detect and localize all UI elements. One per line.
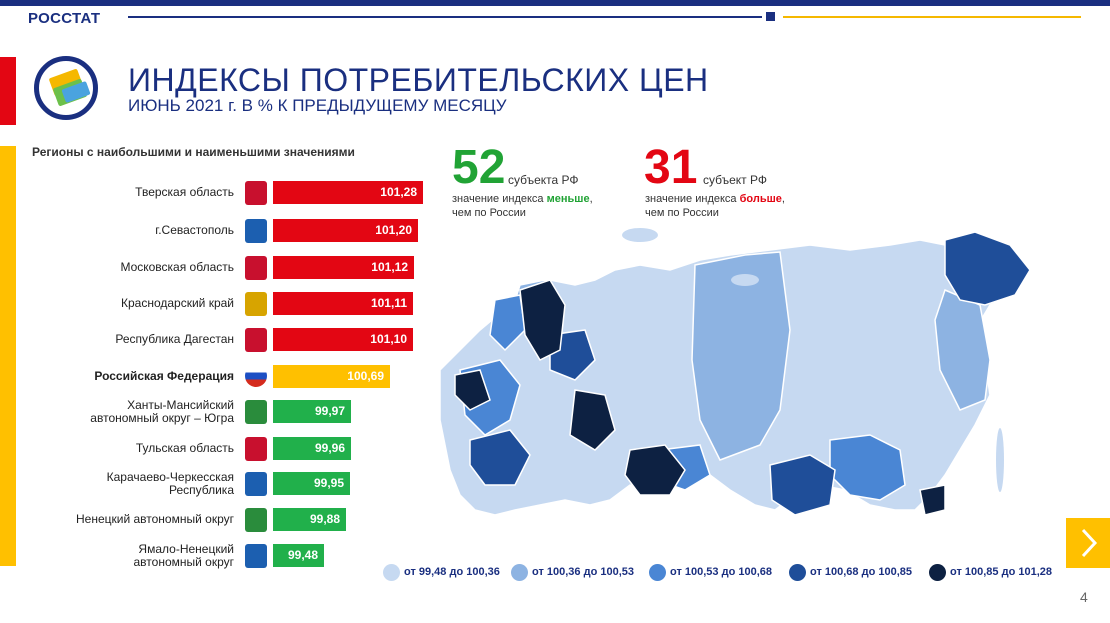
bar-label: Карачаево-Черкесская Республика — [14, 471, 234, 497]
region-emblem-icon — [245, 437, 267, 461]
region-emblem-icon — [245, 219, 267, 243]
legend-label: от 99,48 до 100,36 — [404, 566, 500, 578]
bar-value: 101,10 — [273, 328, 413, 351]
legend-item: от 100,85 до 101,28 — [929, 563, 1052, 581]
bar-value: 99,48 — [273, 544, 324, 567]
region-emblem-icon — [245, 181, 267, 205]
bar-label: Ненецкий автономный округ — [14, 513, 234, 526]
region-emblem-icon — [245, 544, 267, 568]
bar-label: Краснодарский край — [14, 297, 234, 310]
map-region-darkest — [624, 444, 686, 496]
bar-label-line: Российская Федерация — [94, 369, 234, 383]
next-slide-button[interactable] — [1066, 518, 1110, 568]
map-island — [731, 274, 759, 286]
bar-value: 100,69 — [273, 365, 390, 388]
bar-value: 101,11 — [273, 292, 413, 315]
map-region-medium-light — [934, 288, 991, 411]
map-region-dark — [469, 429, 531, 486]
bar-label-line: Ханты-Мансийский — [127, 398, 234, 412]
bar-value: 99,97 — [273, 400, 351, 423]
page-title: ИНДЕКСЫ ПОТРЕБИТЕЛЬСКИХ ЦЕН — [128, 62, 709, 98]
legend-swatch — [383, 563, 400, 581]
map-region-dark — [944, 231, 1031, 306]
bar-label-line: Карачаево-Черкесская — [106, 470, 234, 484]
bar-label-line: Московская область — [120, 260, 234, 274]
stat-less-unit: субъекта РФ — [508, 173, 579, 187]
bar-label: Ямало-Ненецкий автономный округ — [14, 542, 235, 569]
bar-value: 101,12 — [273, 256, 414, 279]
region-emblem-icon — [245, 365, 267, 387]
bar-label-line: Тульская область — [135, 441, 234, 455]
chevron-right-icon — [1081, 528, 1098, 558]
region-emblem-icon — [245, 508, 267, 532]
bar-label: Московская область — [14, 261, 234, 274]
bar-value: 101,28 — [273, 181, 423, 204]
bar-label: Тверская область — [14, 186, 234, 199]
legend-label: от 100,36 до 100,53 — [532, 566, 634, 578]
header-divider-yellow — [783, 16, 1081, 18]
map-island — [622, 228, 658, 242]
region-emblem-icon — [245, 328, 267, 352]
bar-label: Российская Федерация — [14, 370, 234, 383]
map-region-darkest — [519, 279, 566, 361]
bar-value: 99,95 — [273, 472, 350, 495]
legend-swatch — [649, 563, 666, 581]
map-island — [996, 428, 1004, 492]
bar-label-line: автономный округ – Югра — [90, 411, 234, 425]
legend-swatch — [511, 563, 528, 581]
legend-label: от 100,53 до 100,68 — [670, 566, 772, 578]
legend-label: от 100,85 до 101,28 — [950, 566, 1052, 578]
top-bar — [0, 0, 1110, 6]
brand-name: РОССТАТ — [28, 10, 101, 27]
bar-value: 99,96 — [273, 437, 351, 460]
legend-label: от 100,68 до 100,85 — [810, 566, 912, 578]
red-accent-bar — [0, 57, 16, 125]
chart-title: Регионы с наибольшими и наименьшими знач… — [32, 145, 355, 159]
legend-swatch — [789, 563, 806, 581]
bar-label: Тульская область — [14, 442, 234, 455]
bar-label-line: г.Севастополь — [155, 223, 234, 237]
region-emblem-icon — [245, 256, 267, 280]
legend-item: от 99,48 до 100,36 — [383, 563, 500, 581]
stat-less-number: 52 — [452, 141, 506, 194]
bar-value: 99,88 — [273, 508, 346, 531]
yellow-accent-bar — [0, 146, 16, 566]
bar-label-line: Ненецкий автономный округ — [75, 512, 234, 526]
region-emblem-icon — [245, 292, 267, 316]
page-subtitle: ИЮНЬ 2021 г. В % К ПРЕДЫДУЩЕМУ МЕСЯЦУ — [128, 96, 507, 115]
legend-item: от 100,68 до 100,85 — [789, 563, 912, 581]
bar-label-line: Ямало-Ненецкий — [138, 542, 234, 556]
bar-label: Республика Дагестан — [14, 333, 234, 346]
map-region-dark — [769, 454, 836, 516]
region-emblem-icon — [245, 400, 267, 424]
bar-label-line: Тверская область — [135, 185, 234, 199]
bar-label: Ханты-Мансийский автономный округ – Югра — [14, 399, 234, 425]
stat-more-desc: значение индекса больше, чем по России — [645, 193, 785, 219]
legend-swatch — [929, 563, 946, 581]
bar-label-line: автономный округ — [133, 555, 235, 569]
russia-regions-map — [439, 228, 1031, 516]
map-region-medium — [489, 294, 526, 352]
bar-label-line: Республика — [168, 483, 234, 497]
map-region-darkest — [919, 484, 946, 516]
header-divider-blue — [128, 16, 762, 18]
price-cards-icon — [34, 56, 98, 120]
region-emblem-icon — [245, 472, 267, 496]
bar-value: 101,20 — [273, 219, 418, 242]
bar-label-line: Республика Дагестан — [115, 332, 234, 346]
page-number: 4 — [1080, 589, 1088, 605]
header-divider-square — [766, 12, 775, 21]
legend-item: от 100,36 до 100,53 — [511, 563, 634, 581]
legend-item: от 100,53 до 100,68 — [649, 563, 772, 581]
stat-more-number: 31 — [644, 141, 698, 194]
map-region-medium-light — [691, 251, 791, 461]
bar-label: г.Севастополь — [14, 224, 234, 237]
stat-less-desc: значение индекса меньше, чем по России — [452, 193, 593, 219]
map-region-darkest — [454, 369, 491, 411]
bar-label-line: Краснодарский край — [120, 296, 234, 310]
map-region-darkest — [569, 389, 616, 451]
stat-more-unit: субъект РФ — [703, 173, 767, 187]
